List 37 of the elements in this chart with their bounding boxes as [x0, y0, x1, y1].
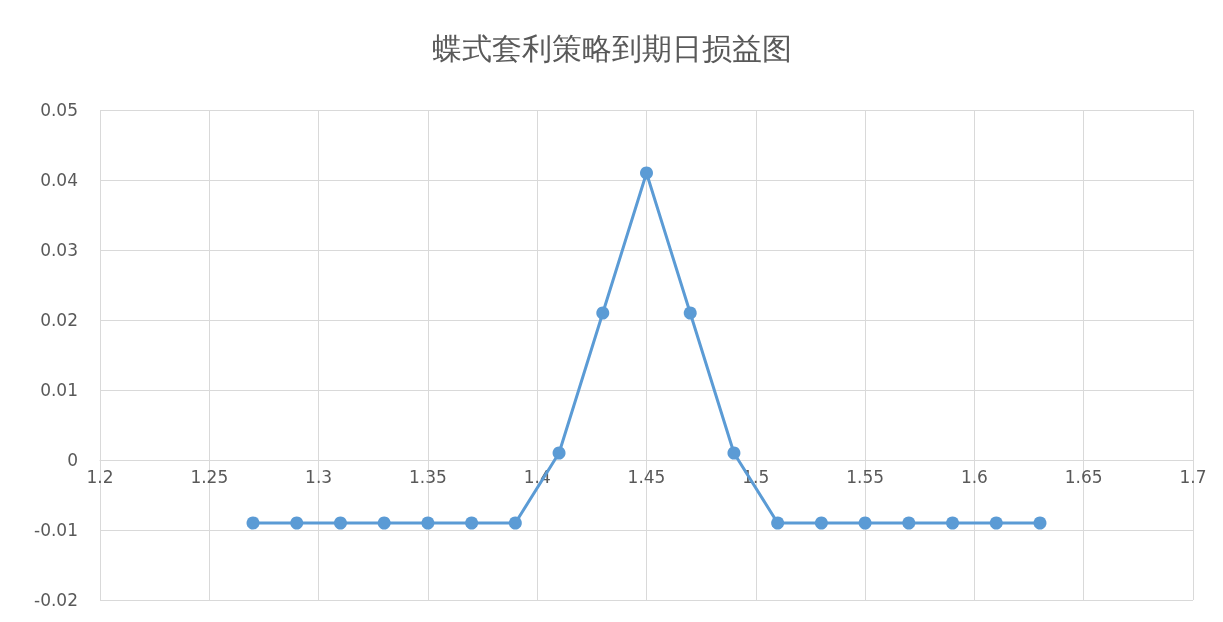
x-tick-label: 1.6	[960, 466, 988, 487]
point	[508, 516, 522, 530]
x-tick-label: 1.55	[846, 466, 885, 487]
x-tick-label: 1.45	[627, 466, 666, 487]
point	[640, 166, 653, 180]
point	[421, 516, 435, 530]
y-tick-label: 0.03	[40, 240, 78, 260]
point	[902, 516, 916, 530]
y-tick-label: 0.05	[40, 100, 78, 120]
point	[727, 446, 741, 460]
point	[989, 516, 1003, 530]
point	[465, 516, 479, 530]
x-tick-label: 1.7	[1179, 466, 1207, 487]
y-tick-label: 0	[67, 450, 78, 470]
point	[290, 516, 304, 530]
y-tick-label: -0.01	[34, 520, 78, 540]
point	[858, 516, 872, 530]
y-tick-label: 0.01	[40, 380, 78, 400]
point	[946, 516, 960, 530]
point	[552, 446, 566, 460]
point	[771, 516, 785, 530]
x-tick-label: 1.3	[305, 466, 333, 487]
x-tick-label: 1.65	[1064, 466, 1103, 487]
point	[333, 516, 347, 530]
x-tick-label: 1.2	[86, 466, 114, 487]
point	[246, 516, 260, 530]
point	[683, 306, 697, 320]
x-tick-label: 1.25	[190, 466, 229, 487]
point	[596, 306, 610, 320]
y-tick-label: 0.02	[40, 310, 78, 330]
y-tick-label: 0.04	[40, 170, 78, 190]
x-tick-label: 1.35	[408, 466, 447, 487]
point	[814, 516, 828, 530]
y-tick-label: -0.02	[34, 590, 78, 610]
point	[1033, 516, 1047, 530]
chart-title: 蝶式套利策略到期日损益图	[431, 30, 792, 66]
point	[377, 516, 391, 530]
